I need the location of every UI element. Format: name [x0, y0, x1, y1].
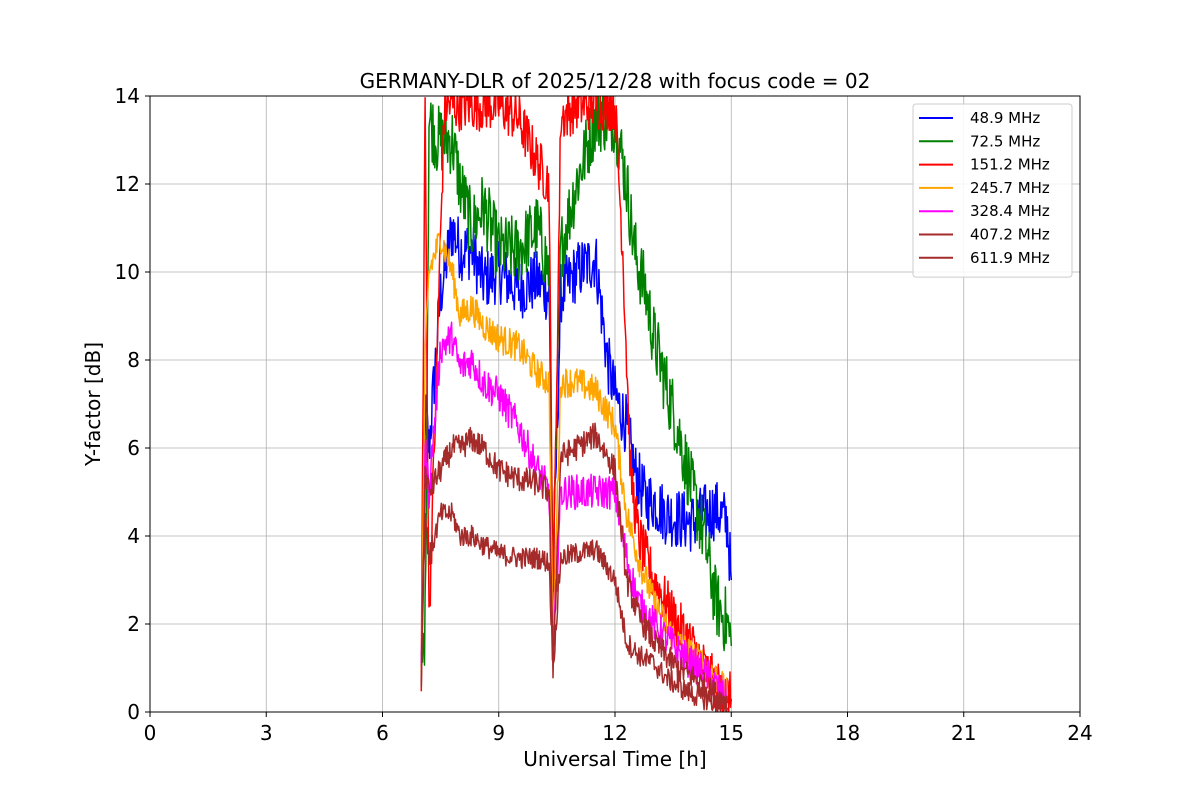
x-ticks: 0 3 6 9 12 15 18 21 24	[144, 712, 1093, 745]
x-tick-label: 3	[260, 721, 273, 745]
legend: 48.9 MHz 72.5 MHz 151.2 MHz 245.7 MHz 328.4…	[912, 103, 1073, 278]
x-tick-label: 18	[835, 721, 860, 745]
series-line-2	[420, 96, 733, 712]
y-tick-label: 12	[115, 172, 140, 196]
series-line-6	[420, 502, 729, 712]
legend-label: 72.5 MHz	[970, 132, 1040, 150]
y-ticks: 0 2 4 6 8 10 12 14	[115, 84, 150, 724]
y-tick-label: 10	[115, 260, 140, 284]
y-axis-label: Y-factor [dB]	[81, 342, 105, 467]
y-tick-label: 14	[115, 84, 140, 108]
legend-label: 328.4 MHz	[970, 202, 1050, 220]
y-tick-label: 6	[127, 436, 140, 460]
y-tick-label: 2	[127, 612, 140, 636]
series-line-0	[420, 216, 733, 668]
legend-label: 151.2 MHz	[970, 156, 1050, 174]
y-tick-label: 8	[127, 348, 140, 372]
y-tick-label: 4	[127, 524, 140, 548]
series-line-1	[420, 96, 733, 666]
series-line-4	[420, 321, 729, 709]
x-tick-label: 15	[719, 721, 744, 745]
legend-label: 245.7 MHz	[970, 179, 1050, 197]
legend-label: 407.2 MHz	[970, 226, 1050, 244]
x-tick-label: 9	[492, 721, 505, 745]
plot-lines	[420, 96, 733, 712]
x-tick-label: 21	[951, 721, 976, 745]
x-tick-label: 12	[602, 721, 627, 745]
x-axis-label: Universal Time [h]	[523, 747, 706, 771]
legend-label: 611.9 MHz	[970, 249, 1050, 267]
x-tick-label: 24	[1067, 721, 1092, 745]
y-tick-label: 0	[127, 700, 140, 724]
legend-label: 48.9 MHz	[970, 109, 1040, 127]
series-line-5	[420, 422, 729, 712]
x-tick-label: 0	[144, 721, 157, 745]
chart-title: GERMANY-DLR of 2025/12/28 with focus cod…	[360, 69, 871, 93]
x-tick-label: 6	[376, 721, 389, 745]
